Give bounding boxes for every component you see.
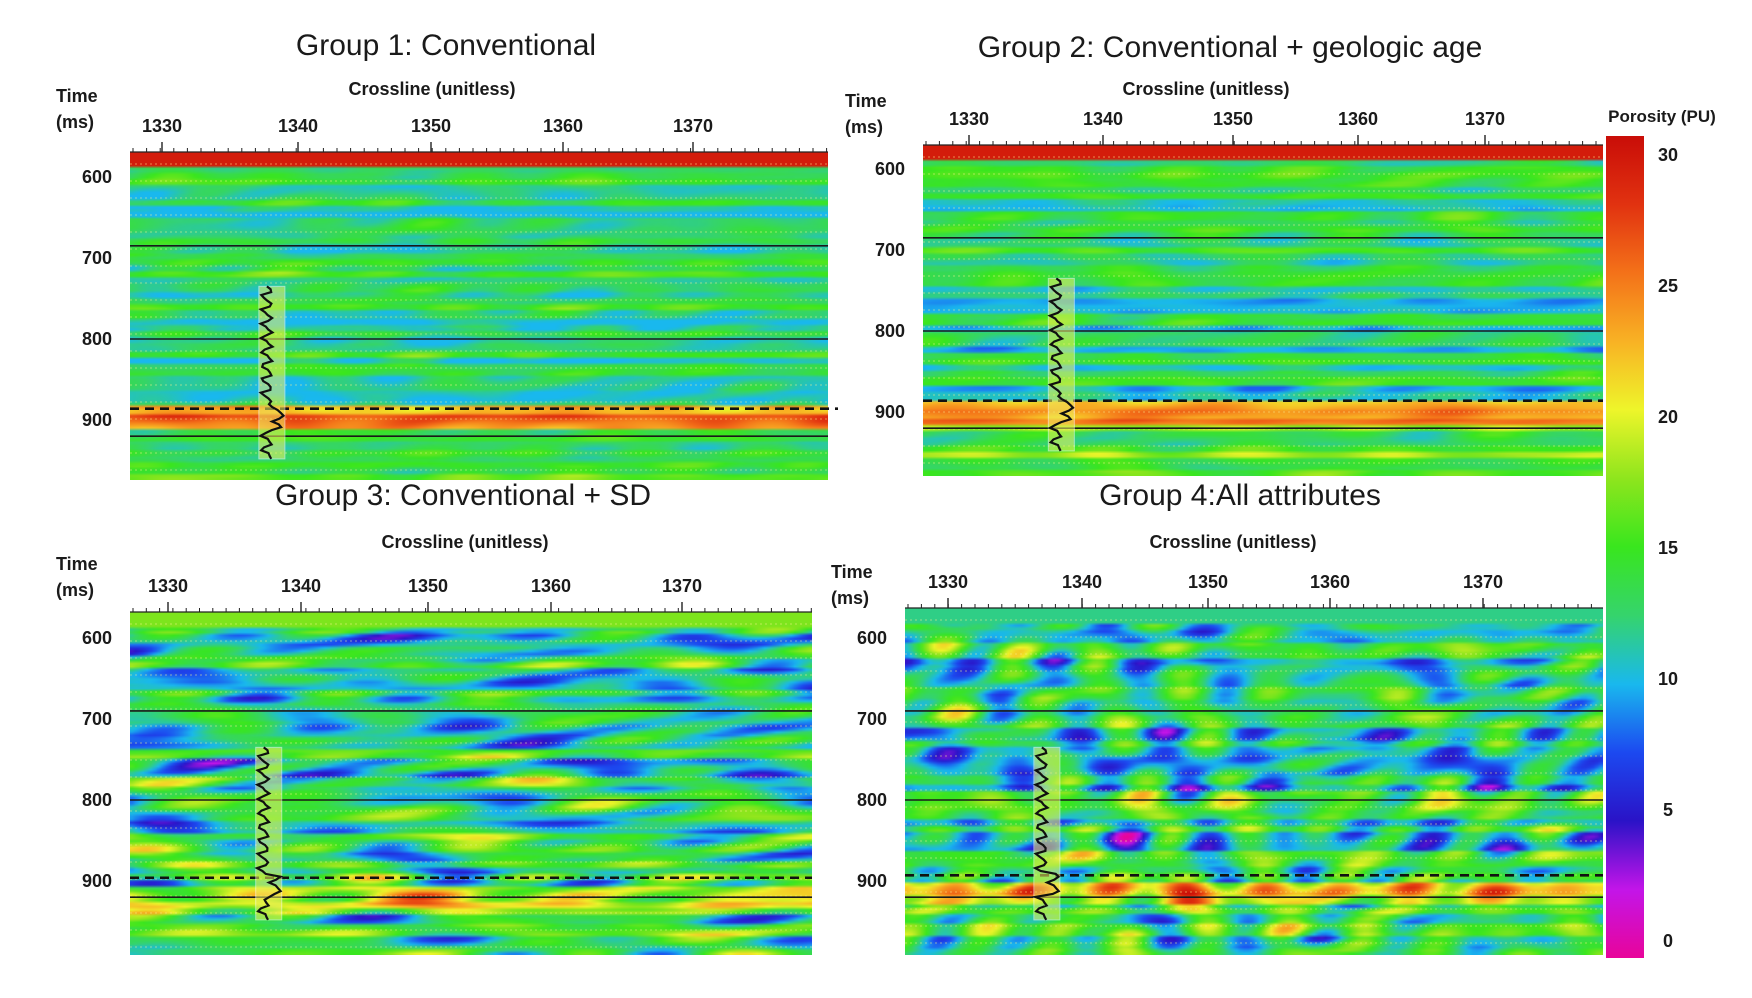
colorbar-tick-label: 10 [1658,669,1678,689]
colorbar-tick-label: 5 [1663,800,1673,820]
y-tick-label: 700 [82,248,112,268]
x-tick-label: 1330 [142,116,182,136]
well-strip [258,285,286,460]
x-tick-label: 1340 [1062,572,1102,592]
x-axis-label: Crossline (unitless) [381,532,548,552]
y-tick-label: 800 [857,790,887,810]
y-axis-label: (ms) [845,117,883,137]
y-axis-label: (ms) [56,112,94,132]
porosity-section [923,145,1603,476]
x-tick-label: 1340 [281,576,321,596]
panel-title: Group 3: Conventional + SD [275,479,651,512]
colorbar-tick-label: 25 [1658,276,1678,296]
colorbar-tick-label: 15 [1658,538,1678,558]
well-strip [255,746,283,921]
colorbar-tick-label: 0 [1663,931,1673,951]
x-tick-label: 1350 [411,116,451,136]
x-tick-label: 1340 [1083,109,1123,129]
x-axis-label: Crossline (unitless) [348,79,515,99]
x-tick-label: 1360 [543,116,583,136]
x-tick-label: 1370 [1465,109,1505,129]
y-tick-label: 600 [857,628,887,648]
y-tick-label: 800 [875,321,905,341]
x-tick-label: 1360 [1310,572,1350,592]
y-axis-label: (ms) [831,588,869,608]
panel-title: Group 1: Conventional [296,29,596,62]
y-tick-label: 700 [82,709,112,729]
y-tick-label: 900 [82,410,112,430]
y-tick-label: 900 [857,871,887,891]
x-tick-label: 1330 [148,576,188,596]
y-axis-label: Time [56,86,98,106]
x-tick-label: 1350 [1188,572,1228,592]
panel-title: Group 2: Conventional + geologic age [978,31,1483,64]
x-tick-label: 1370 [1463,572,1503,592]
y-tick-label: 600 [875,159,905,179]
x-tick-label: 1360 [1338,109,1378,129]
y-axis-label: (ms) [56,580,94,600]
x-tick-label: 1330 [949,109,989,129]
x-tick-label: 1350 [408,576,448,596]
x-tick-label: 1360 [531,576,571,596]
well-log-curve [257,285,286,460]
x-tick-label: 1330 [928,572,968,592]
panel-1: Group 1: Conventional Crossline (unitless… [56,29,838,480]
y-tick-label: 900 [875,402,905,422]
y-axis-label: Time [845,91,887,111]
y-tick-label: 800 [82,329,112,349]
x-tick-label: 1370 [662,576,702,596]
well-strip [1033,746,1061,921]
panel-3: Group 3: Conventional + SD Crossline (uni… [56,479,812,955]
well-log-curve [254,746,284,921]
porosity-section [130,152,828,480]
x-tick-label: 1370 [673,116,713,136]
panel-title: Group 4:All attributes [1099,479,1381,512]
panel-2: Group 2: Conventional + geologic age Cros… [845,31,1603,476]
colorbar: Porosity (PU) 30 25 20 15 10 5 0 [1606,107,1716,958]
porosity-section [130,612,812,955]
colorbar-gradient [1606,136,1644,958]
well-strip [1047,277,1075,452]
colorbar-tick-label: 20 [1658,407,1678,427]
x-axis-label: Crossline (unitless) [1122,79,1289,99]
colorbar-tick-label: 30 [1658,145,1678,165]
x-axis-label: Crossline (unitless) [1149,532,1316,552]
y-axis-label: Time [56,554,98,574]
y-axis-label: Time [831,562,873,582]
y-tick-label: 900 [82,871,112,891]
y-tick-label: 800 [82,790,112,810]
y-tick-label: 700 [857,709,887,729]
panel-4: Group 4:All attributes Crossline (unitles… [831,479,1603,955]
porosity-section [905,608,1603,955]
y-tick-label: 600 [82,628,112,648]
well-log-curve [1047,277,1075,452]
y-tick-label: 700 [875,240,905,260]
x-tick-label: 1340 [278,116,318,136]
x-tick-label: 1350 [1213,109,1253,129]
colorbar-title: Porosity (PU) [1608,107,1716,126]
y-tick-label: 600 [82,167,112,187]
well-log-curve [1031,746,1061,921]
